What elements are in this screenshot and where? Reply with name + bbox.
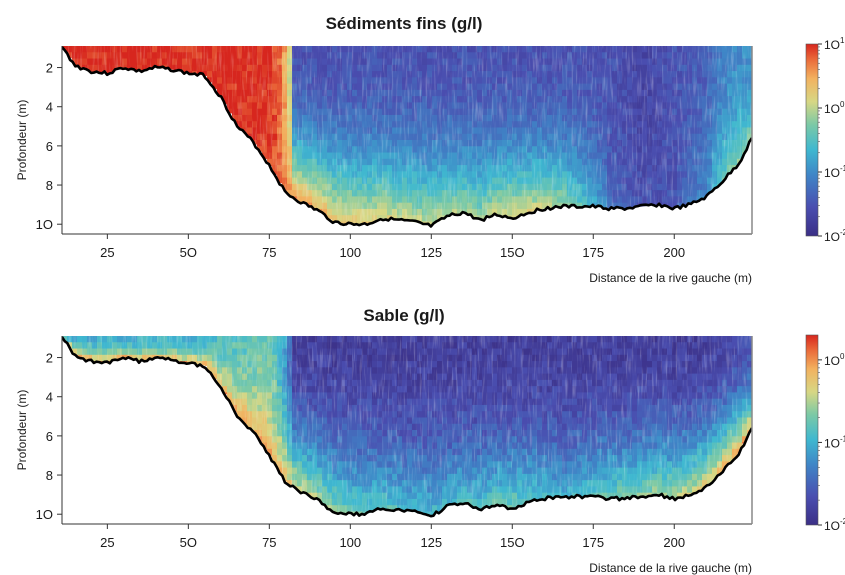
colorbar xyxy=(805,334,819,526)
x-tick-label: 200 xyxy=(663,535,685,550)
chart-sand: Sable (g/l) 25 5O 75 100 125 15O 175 200 2 4 6 8 1O Di… xyxy=(15,306,845,575)
colorbar-tick-label: 1O0 xyxy=(824,352,845,368)
x-tick-label: 5O xyxy=(180,535,197,550)
chart-title: Sédiments fins (g/l) xyxy=(326,14,483,33)
x-tick-label: 25 xyxy=(100,245,114,260)
colorbar-tick-label: 1O-2 xyxy=(824,228,845,244)
colorbar-tick-label: 1O-1 xyxy=(824,164,845,180)
y-tick-label: 2 xyxy=(46,351,53,366)
colorbar-tick-label: 1O-2 xyxy=(824,517,845,533)
x-tick-label: 75 xyxy=(262,535,276,550)
x-axis-label: Distance de la rive gauche (m) xyxy=(589,561,752,575)
y-tick-label: 2 xyxy=(46,61,53,76)
y-axis-label: Profondeur (m) xyxy=(15,100,29,181)
chart-fine-sediment: Sédiments fins (g/l) 25 5O 75 100 125 15O 175 20… xyxy=(15,14,845,285)
y-axis-label: Profondeur (m) xyxy=(15,390,29,471)
x-tick-label: 15O xyxy=(500,535,525,550)
colorbar-tick-label: 1O0 xyxy=(824,100,845,116)
y-tick-label: 4 xyxy=(46,100,53,115)
x-axis-label: Distance de la rive gauche (m) xyxy=(589,271,752,285)
river-bed-line xyxy=(62,336,752,518)
y-tick-label: 6 xyxy=(46,429,53,444)
y-tick-label: 1O xyxy=(36,217,53,232)
y-tick-label: 8 xyxy=(46,468,53,483)
x-tick-label: 125 xyxy=(420,245,442,260)
x-tick-label: 75 xyxy=(262,245,276,260)
below-bed-area xyxy=(62,47,752,234)
heatmap-field xyxy=(62,336,752,524)
x-tick-label: 125 xyxy=(420,535,442,550)
y-tick-label: 4 xyxy=(46,390,53,405)
colorbar-tick-label: 1O-1 xyxy=(824,434,845,450)
x-tick-label: 5O xyxy=(180,245,197,260)
below-bed-area xyxy=(62,337,752,524)
colorbar xyxy=(805,43,819,237)
river-bed-line xyxy=(62,46,752,228)
x-tick-label: 175 xyxy=(582,245,604,260)
heatmap-field xyxy=(62,46,752,234)
x-tick-label: 175 xyxy=(582,535,604,550)
x-tick-label: 15O xyxy=(500,245,525,260)
chart-title: Sable (g/l) xyxy=(363,306,444,325)
colorbar-tick-label: 1O1 xyxy=(824,36,845,52)
x-tick-label: 100 xyxy=(339,535,361,550)
y-tick-label: 8 xyxy=(46,178,53,193)
y-tick-label: 1O xyxy=(36,507,53,522)
x-tick-label: 100 xyxy=(339,245,361,260)
y-tick-label: 6 xyxy=(46,139,53,154)
x-tick-label: 200 xyxy=(663,245,685,260)
x-tick-label: 25 xyxy=(100,535,114,550)
